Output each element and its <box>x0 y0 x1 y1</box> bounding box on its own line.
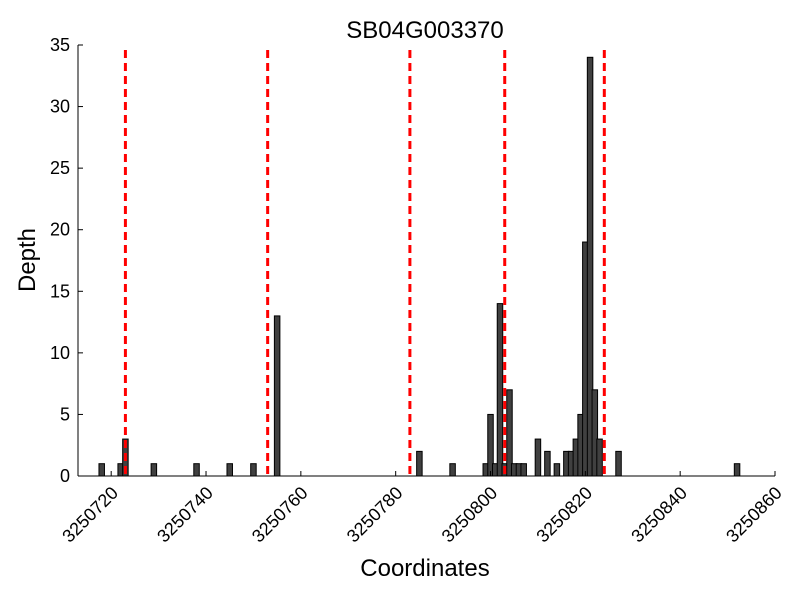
y-axis-ticks: 0 5 10 15 20 25 30 35 <box>50 35 83 486</box>
x-axis-label: Coordinates <box>360 555 489 582</box>
y-axis-label: Depth <box>14 228 41 292</box>
x-tick-label: 3250860 <box>722 483 786 547</box>
bar-3250804 <box>506 389 513 477</box>
x-tick-label: 3250800 <box>438 483 502 547</box>
bar-3250802 <box>496 303 504 477</box>
y-tick-label: 30 <box>50 97 70 117</box>
y-tick-label: 25 <box>50 158 70 178</box>
bar-3250745 <box>226 463 233 477</box>
y-tick-label: 35 <box>50 35 70 55</box>
x-tick-label: 3250740 <box>153 483 217 547</box>
bar-3250750 <box>250 463 257 477</box>
y-tick-label: 20 <box>50 220 70 240</box>
y-tick-label: 5 <box>60 404 70 424</box>
bar-3250852 <box>733 463 741 477</box>
bar-3250729 <box>150 463 158 477</box>
bar-3250792 <box>449 463 456 477</box>
bar-3250812 <box>544 450 551 477</box>
bar-3250718 <box>98 463 105 477</box>
y-tick-label: 10 <box>50 343 70 363</box>
bar-3250785 <box>416 450 423 477</box>
bar-3250807 <box>520 463 527 477</box>
bar-3250814 <box>553 463 561 477</box>
x-tick-label: 3250780 <box>343 483 407 547</box>
bar-3250823 <box>596 438 603 477</box>
bar-3250738 <box>193 463 200 477</box>
x-tick-label: 3250720 <box>58 483 122 547</box>
x-axis-ticks: 3250720 3250740 3250760 3250780 3250800 32508… <box>58 471 786 546</box>
x-tick-label: 3250820 <box>532 483 596 547</box>
bar-3250810 <box>534 438 542 477</box>
y-tick-label: 0 <box>60 466 70 486</box>
plot-area <box>98 50 741 477</box>
y-tick-label: 15 <box>50 281 70 301</box>
chart-title: SB04G003370 <box>346 17 503 44</box>
x-tick-label: 3250760 <box>248 483 312 547</box>
bar-3250755 <box>273 315 281 477</box>
x-tick-label: 3250840 <box>627 483 691 547</box>
bar-3250827 <box>615 450 622 477</box>
